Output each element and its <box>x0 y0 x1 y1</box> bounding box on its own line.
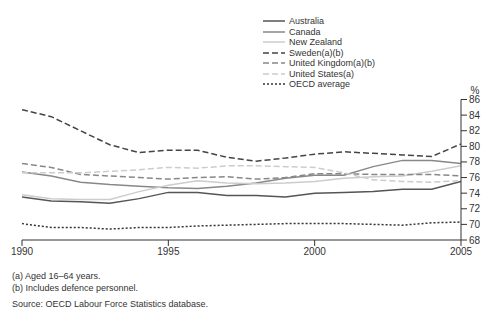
svg-text:%: % <box>471 85 480 96</box>
svg-text:84: 84 <box>469 110 481 121</box>
svg-text:2005: 2005 <box>450 246 473 257</box>
svg-text:86: 86 <box>469 94 481 105</box>
svg-text:78: 78 <box>469 156 481 167</box>
html-text:Canada: Canada <box>289 26 321 37</box>
svg-text:2000: 2000 <box>304 246 327 257</box>
svg-text:82: 82 <box>469 125 481 136</box>
svg-text:74: 74 <box>469 188 481 199</box>
html-text:New Zealand: New Zealand <box>289 37 342 48</box>
svg-text:72: 72 <box>469 203 481 214</box>
svg-text:1995: 1995 <box>157 246 180 257</box>
svg-text:70: 70 <box>469 219 481 230</box>
html-text:United States(a): United States(a) <box>289 68 354 79</box>
html-text:Source: OECD Labour Force Stat: Source: OECD Labour Force Statistics dat… <box>12 299 209 309</box>
html-text:Australia: Australia <box>289 16 324 27</box>
svg-text:76: 76 <box>469 172 481 183</box>
html-text:Sweden(a)(b): Sweden(a)(b) <box>289 47 344 58</box>
html-text:(a) Aged 16–64 years.: (a) Aged 16–64 years. <box>12 271 101 281</box>
svg-text:80: 80 <box>469 141 481 152</box>
html-text:OECD average: OECD average <box>289 79 350 90</box>
svg-text:68: 68 <box>469 235 481 246</box>
svg-text:1990: 1990 <box>11 246 34 257</box>
html-text:United Kingdom(a)(b): United Kingdom(a)(b) <box>289 58 375 69</box>
html-text:(b) Includes defence personnel: (b) Includes defence personnel. <box>12 283 139 293</box>
